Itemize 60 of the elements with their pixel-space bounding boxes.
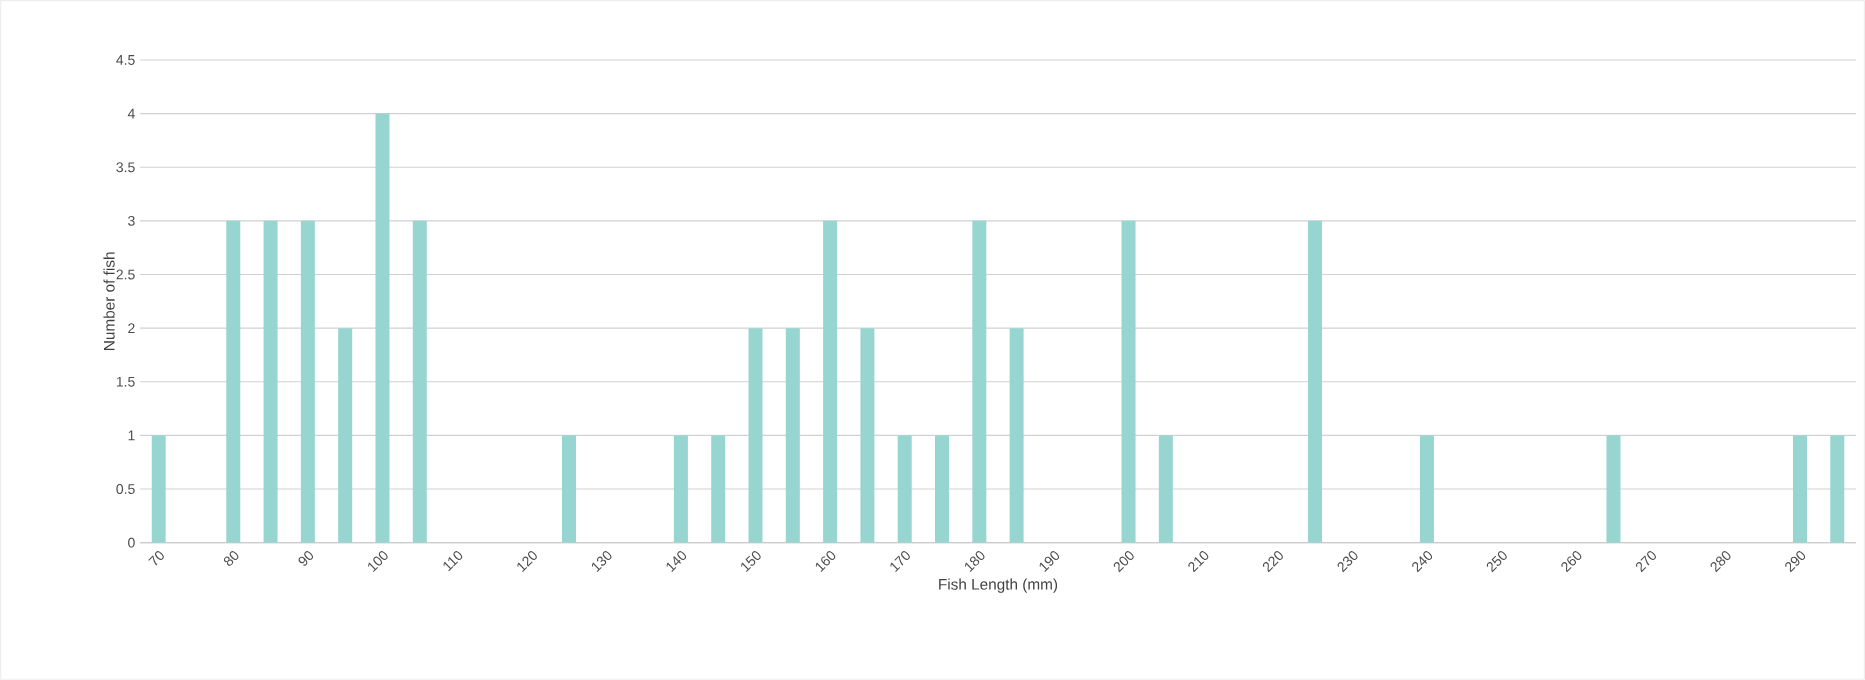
bar	[935, 435, 950, 543]
x-tick-label: 110	[443, 551, 463, 572]
y-tick-label: 0.5	[116, 484, 135, 494]
bar	[1158, 435, 1173, 543]
x-tick-label: 190	[1039, 551, 1060, 572]
bar	[1308, 220, 1323, 543]
x-tick-label: 130	[591, 551, 612, 572]
x-tick-label: 270	[1635, 551, 1656, 573]
x-tick-label: 120	[517, 551, 537, 572]
y-tick-label: 1	[128, 430, 135, 441]
bar	[897, 435, 912, 543]
bar	[1419, 435, 1434, 543]
bar	[785, 328, 800, 543]
x-tick-label: 230	[1337, 551, 1358, 573]
bar	[860, 328, 875, 543]
x-tick-label: 240	[1412, 551, 1433, 573]
x-tick-label: 160	[815, 551, 836, 572]
x-tick-label: 180	[964, 551, 985, 572]
bar	[375, 113, 390, 543]
bar	[1792, 435, 1807, 543]
x-tick-label: 80	[223, 551, 239, 566]
x-tick-label: 210	[1188, 551, 1209, 573]
x-tick-label: 150	[741, 551, 761, 572]
bar	[226, 220, 241, 543]
bar	[823, 220, 838, 543]
bar	[338, 328, 353, 543]
x-tick-label: 90	[298, 551, 314, 566]
y-tick-label: 4.5	[116, 55, 135, 65]
bar	[300, 220, 315, 543]
bar	[1830, 435, 1845, 543]
x-tick-label: 140	[666, 551, 687, 572]
bar	[972, 220, 987, 543]
y-tick-label: 3	[128, 215, 135, 226]
x-axis-title: Fish Length (mm)	[939, 578, 1058, 593]
bar	[748, 328, 763, 543]
x-tick-label: 260	[1561, 551, 1582, 573]
y-tick-label: 4	[127, 108, 135, 119]
bar	[562, 435, 576, 543]
x-tick-label: 290	[1785, 551, 1806, 573]
y-tick-label: 2	[128, 323, 135, 334]
x-tick-label: 250	[1486, 551, 1507, 573]
bar	[673, 435, 688, 543]
y-tick-label: 2.5	[116, 269, 135, 280]
x-tick-label: 280	[1710, 551, 1731, 573]
y-tick-label: 0	[128, 537, 135, 548]
bar	[1606, 435, 1621, 543]
x-tick-label: 200	[1113, 551, 1134, 573]
bar	[711, 435, 726, 543]
x-tick-label: 70	[148, 551, 164, 566]
bar	[151, 435, 166, 543]
bar	[412, 220, 427, 543]
y-tick-label: 1.5	[116, 376, 135, 387]
bar	[1009, 328, 1024, 543]
x-tick-label: 170	[890, 551, 910, 572]
y-axis-title: Number of fish	[103, 252, 115, 350]
bar	[263, 220, 278, 543]
x-tick-label: 220	[1262, 551, 1283, 573]
x-tick-label: 100	[368, 551, 388, 572]
y-tick-label: 3.5	[116, 162, 135, 173]
bar	[1121, 220, 1136, 543]
